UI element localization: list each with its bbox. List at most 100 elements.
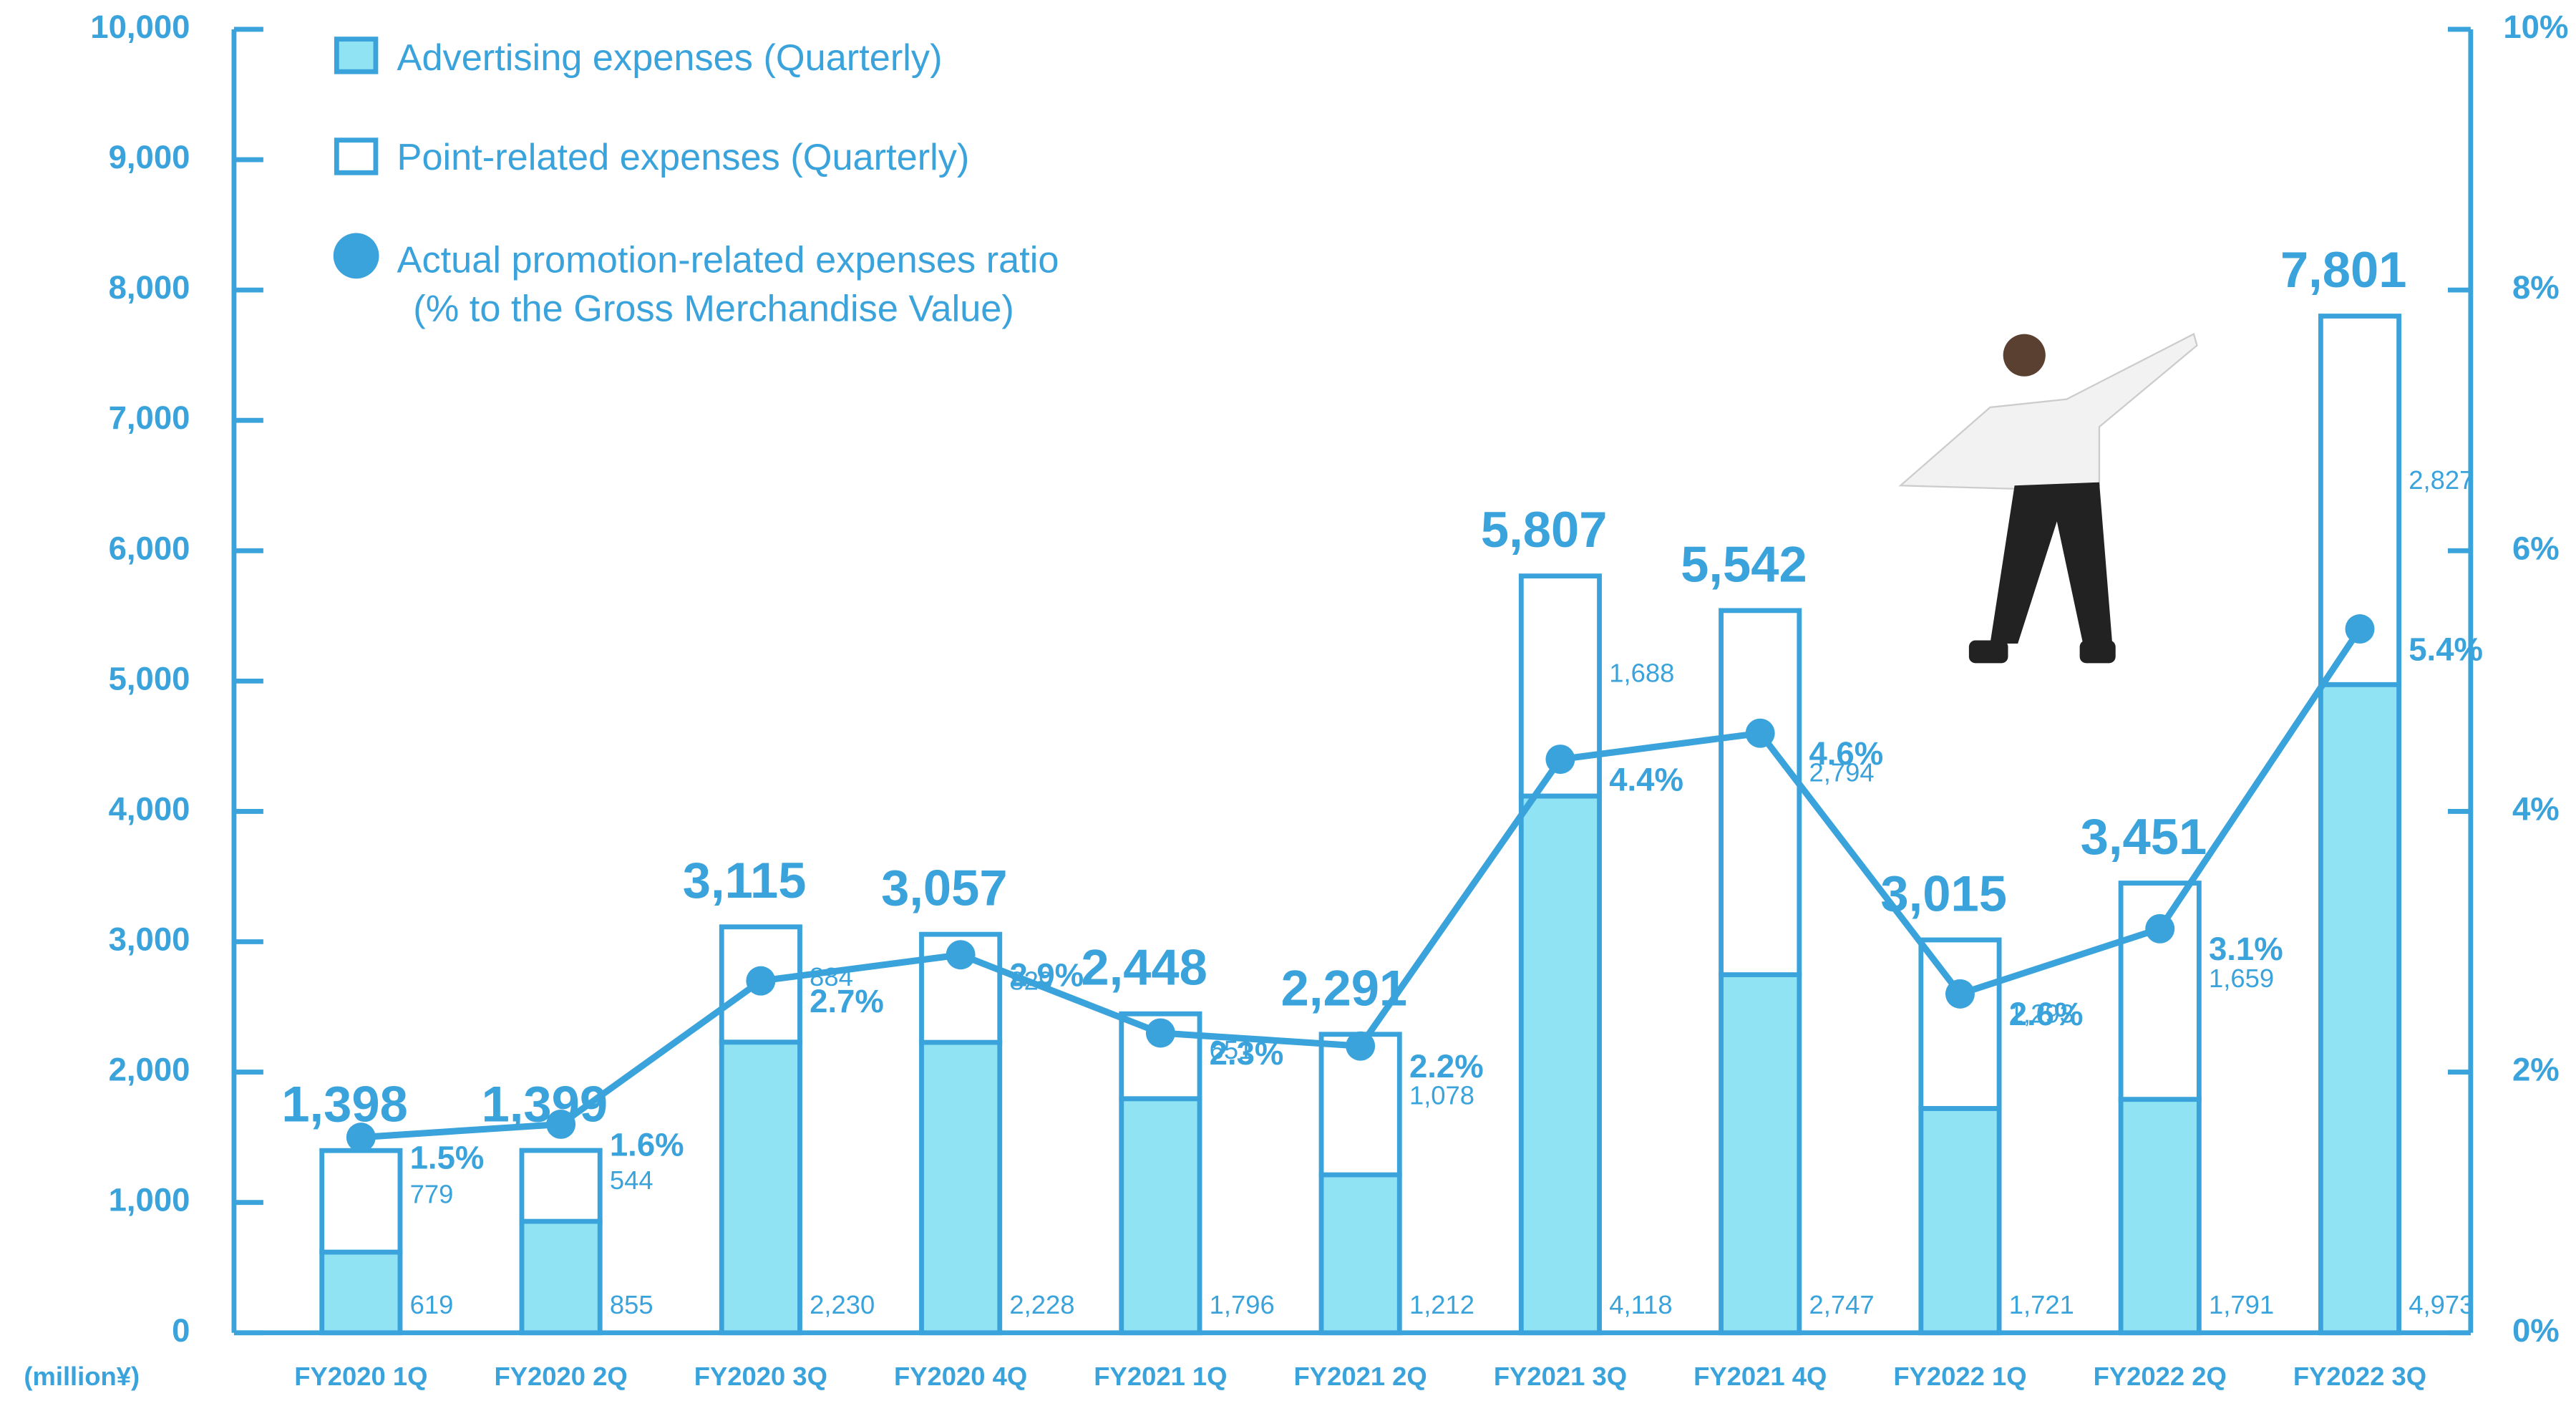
advertising-label: 2,230	[810, 1290, 875, 1319]
x-tick-label: FY2020 3Q	[694, 1362, 827, 1391]
y-tick-label: 10,000	[90, 9, 190, 45]
legend-swatch	[334, 137, 379, 175]
ratio-label: 1.5%	[410, 1140, 485, 1176]
x-tick-label: FY2021 3Q	[1494, 1362, 1627, 1391]
advertising-label: 4,118	[1609, 1290, 1672, 1319]
y-tick-label: 4,000	[109, 790, 190, 827]
y-tick-label: 1,000	[109, 1182, 190, 1218]
advertising-label: 4,973	[2409, 1290, 2474, 1319]
advertising-bar	[2318, 682, 2402, 1336]
y-tick-label: 9,000	[109, 139, 190, 175]
y-tick-label: 2,000	[109, 1052, 190, 1088]
advertising-bar	[719, 1039, 802, 1336]
ratio-point	[1945, 979, 1975, 1009]
total-label: 3,115	[683, 852, 807, 908]
ratio-label: 2.7%	[810, 983, 884, 1019]
advertising-label: 855	[610, 1290, 653, 1319]
y2-tick-label: 4%	[2512, 790, 2560, 827]
advertising-bar	[519, 1218, 603, 1336]
x-tick-label: FY2020 2Q	[495, 1362, 628, 1391]
total-label: 7,801	[2280, 241, 2407, 298]
y-tick-label: 8,000	[109, 269, 190, 306]
point-label: 779	[410, 1180, 454, 1209]
x-tick-label: FY2020 1Q	[294, 1362, 427, 1391]
point-bar	[519, 1148, 603, 1224]
legend-label: Advertising expenses (Quarterly)	[397, 37, 943, 79]
point-label: 544	[610, 1165, 653, 1195]
y-tick-label: 7,000	[109, 399, 190, 436]
y2-tick-label: 8%	[2512, 269, 2560, 306]
point-label: 1,688	[1609, 659, 1674, 688]
advertising-bar	[1518, 793, 1602, 1336]
x-tick-label: FY2022 1Q	[1893, 1362, 2026, 1391]
ratio-label: 5.4%	[2409, 631, 2483, 667]
x-tick-label: FY2021 2Q	[1294, 1362, 1427, 1391]
ratio-point	[2345, 614, 2375, 644]
ratio-label: 1.6%	[610, 1126, 684, 1163]
legend-swatch	[333, 233, 379, 279]
legend-label: Actual promotion-related expenses ratio(…	[397, 239, 1059, 329]
ratio-point	[1346, 1031, 1376, 1061]
legend-label: Point-related expenses (Quarterly)	[397, 137, 970, 178]
advertising-label: 1,721	[2009, 1290, 2074, 1319]
point-label: 1,078	[1409, 1081, 1474, 1110]
total-label: 3,451	[2081, 808, 2207, 865]
y-tick-label: 6,000	[109, 530, 190, 566]
point-bar	[1918, 937, 2002, 1111]
ratio-point	[1745, 718, 1775, 748]
ratio-point	[546, 1109, 576, 1139]
ratio-label: 2.6%	[2009, 996, 2084, 1032]
advertising-bar	[1119, 1096, 1202, 1336]
advertising-label: 1,796	[1210, 1290, 1275, 1319]
advertising-label: 619	[410, 1290, 454, 1319]
total-label: 2,448	[1081, 939, 1207, 996]
photo	[1898, 332, 2198, 664]
y-tick-label: 0	[172, 1312, 190, 1349]
point-bar	[1719, 608, 1802, 977]
advertising-bar	[319, 1249, 403, 1336]
ratio-label: 2.2%	[1409, 1048, 1484, 1085]
y-axis-label: (million¥)	[24, 1362, 140, 1391]
total-label: 5,807	[1481, 501, 1608, 558]
x-tick-label: FY2021 1Q	[1094, 1362, 1227, 1391]
advertising-bar	[1318, 1172, 1402, 1336]
x-tick-label: FY2022 3Q	[2293, 1362, 2426, 1391]
advertising-label: 1,791	[2209, 1290, 2274, 1319]
y2-tick-label: 0%	[2512, 1312, 2560, 1349]
x-tick-label: FY2022 2Q	[2094, 1362, 2227, 1391]
advertising-label: 1,212	[1409, 1290, 1474, 1319]
total-label: 5,542	[1681, 535, 1807, 592]
total-label: 3,057	[881, 860, 1008, 916]
y2-tick-label: 2%	[2512, 1052, 2560, 1088]
ratio-point	[346, 1123, 376, 1153]
ratio-point	[746, 966, 776, 996]
total-label: 3,015	[1880, 865, 2007, 921]
y2-tick-label: 6%	[2512, 530, 2560, 566]
advertising-bar	[1719, 972, 1802, 1336]
total-label: 1,398	[281, 1076, 408, 1133]
ratio-point	[1145, 1018, 1175, 1048]
ratio-label: 2.9%	[1009, 957, 1084, 994]
ratio-label: 3.1%	[2209, 931, 2283, 967]
y2-tick-label: 10%	[2503, 9, 2568, 45]
advertising-bar	[919, 1039, 1003, 1336]
point-label: 1,293	[2009, 999, 2074, 1029]
ratio-label: 4.6%	[1809, 735, 1883, 772]
ratio-point	[2145, 913, 2175, 944]
advertising-label: 2,228	[1009, 1290, 1074, 1319]
point-label: 2,794	[1809, 757, 1874, 787]
legend-swatch	[334, 37, 379, 74]
ratio-label: 4.4%	[1609, 761, 1683, 797]
advertising-label: 2,747	[1809, 1290, 1874, 1319]
point-label: 2,827	[2409, 465, 2474, 495]
ratio-point	[1545, 745, 1575, 775]
ratio-label: 2.3%	[1210, 1035, 1284, 1072]
x-tick-label: FY2020 4Q	[894, 1362, 1027, 1391]
point-bar	[319, 1148, 403, 1255]
y-tick-label: 5,000	[109, 660, 190, 697]
ratio-point	[946, 940, 976, 970]
advertising-bar	[2118, 1097, 2202, 1336]
y-tick-label: 3,000	[109, 921, 190, 958]
